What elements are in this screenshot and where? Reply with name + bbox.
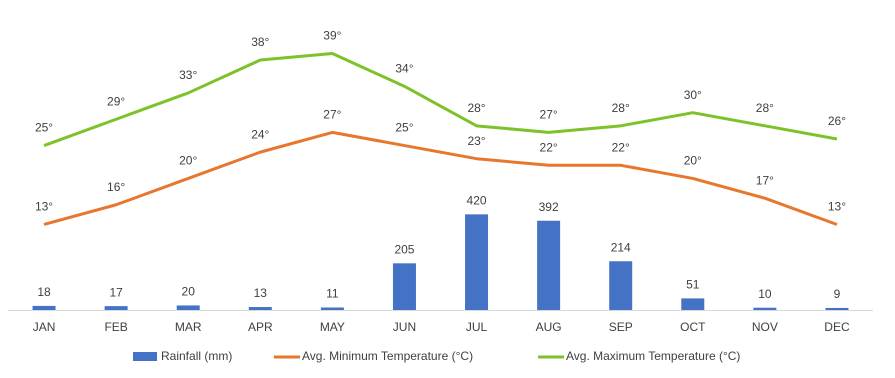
line-value-label: 23° [467,134,485,148]
line-value-label: 22° [612,140,630,154]
bar [825,307,849,310]
line-value-label: 30° [684,88,702,102]
line-value-label: 28° [612,101,630,115]
bar-value-label: 205 [394,242,414,256]
x-tick-label: OCT [680,320,706,334]
x-tick-label: APR [248,320,273,334]
bar [681,298,705,310]
line-value-label: 34° [395,62,413,76]
bar [320,307,344,310]
bar [248,307,272,310]
bar-value-label: 18 [37,285,51,299]
line-value-label: 17° [756,173,774,187]
bar-value-label: 392 [539,200,559,214]
line [43,130,838,226]
bar [753,307,777,310]
bar-value-label: 13 [254,286,268,300]
legend-label: Rainfall (mm) [161,349,232,363]
bar [392,263,416,310]
line-value-label: 33° [179,68,197,82]
line-value-label: 26° [828,114,846,128]
line-value-label: 38° [251,35,269,49]
bar [32,305,56,310]
x-tick-label: JUL [466,320,488,334]
bar [176,305,200,310]
line-value-label: 27° [540,108,558,122]
legend-swatch [133,352,157,361]
legend-label: Avg. Maximum Temperature (°C) [566,349,740,363]
x-tick-label: SEP [609,320,633,334]
bar-value-label: 20 [182,285,196,299]
bar [104,306,128,310]
bar-value-label: 9 [834,287,841,301]
bar-value-label: 17 [109,285,123,299]
line-value-label: 20° [684,154,702,168]
line-value-label: 25° [395,121,413,135]
x-tick-label: MAY [320,320,345,334]
bar [609,261,633,310]
line-value-label: 39° [323,29,341,43]
line-value-label: 13° [828,200,846,214]
bar-value-label: 420 [467,194,487,208]
x-tick-label: JUN [393,320,416,334]
legend-label: Avg. Minimum Temperature (°C) [302,349,473,363]
bar-value-label: 10 [758,287,772,301]
x-tick-label: DEC [824,320,850,334]
bar [465,214,489,310]
line-value-label: 29° [107,94,125,108]
x-tick-label: FEB [104,320,127,334]
line-value-label: 25° [35,121,53,135]
bar-value-label: 214 [611,240,631,254]
x-tick-label: JAN [33,320,56,334]
bar-value-label: 51 [686,278,700,292]
line [43,51,838,147]
line-value-label: 28° [467,101,485,115]
x-tick-label: MAR [175,320,202,334]
line-value-label: 13° [35,200,53,214]
line-value-label: 22° [540,140,558,154]
line-value-label: 16° [107,180,125,194]
line-value-label: 28° [756,101,774,115]
line-value-label: 24° [251,127,269,141]
bar [537,220,561,310]
x-tick-label: AUG [536,320,562,334]
bar-value-label: 11 [326,287,339,301]
x-tick-label: NOV [752,320,778,334]
line-value-label: 20° [179,154,197,168]
line-value-label: 27° [323,108,341,122]
